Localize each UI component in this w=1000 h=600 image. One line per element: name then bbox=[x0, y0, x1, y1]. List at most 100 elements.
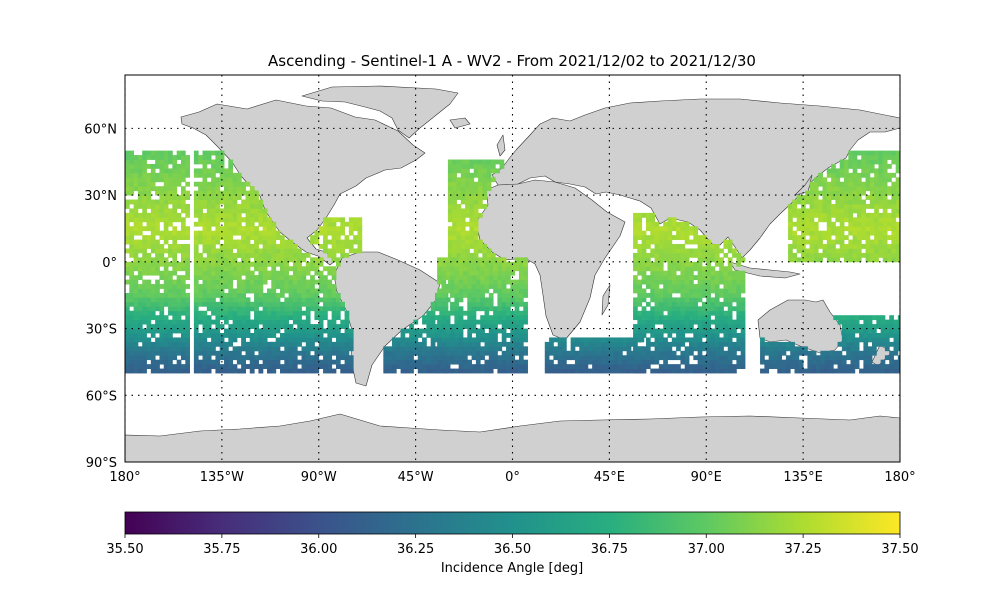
data-cell bbox=[839, 235, 845, 240]
data-cell bbox=[609, 359, 615, 365]
data-cell bbox=[228, 364, 234, 369]
data-cell bbox=[671, 252, 677, 258]
data-cell bbox=[689, 301, 694, 307]
data-cell bbox=[452, 208, 457, 214]
data-cell bbox=[198, 212, 203, 218]
data-cell bbox=[348, 333, 354, 338]
data-cell bbox=[839, 168, 845, 174]
data-cell bbox=[732, 346, 737, 352]
data-cell bbox=[587, 350, 593, 356]
data-cell bbox=[185, 368, 190, 374]
data-cell bbox=[863, 333, 869, 338]
data-cell bbox=[249, 288, 255, 294]
data-cell bbox=[409, 324, 414, 329]
data-cell bbox=[493, 288, 498, 294]
data-cell bbox=[262, 239, 268, 245]
data-cell bbox=[146, 177, 152, 183]
data-cell bbox=[172, 292, 178, 298]
data-cell bbox=[450, 359, 455, 365]
data-cell bbox=[129, 301, 135, 307]
data-cell bbox=[800, 230, 806, 236]
data-cell bbox=[202, 310, 208, 316]
data-cell bbox=[865, 248, 871, 254]
data-cell bbox=[168, 168, 173, 174]
data-cell bbox=[219, 252, 225, 258]
data-cell bbox=[310, 328, 315, 334]
data-cell bbox=[254, 195, 259, 200]
data-cell bbox=[796, 221, 802, 227]
data-cell bbox=[150, 292, 156, 298]
data-cell bbox=[693, 301, 699, 307]
data-cell bbox=[549, 368, 554, 374]
data-cell bbox=[206, 150, 212, 156]
data-cell bbox=[125, 341, 130, 347]
data-cell bbox=[180, 337, 186, 343]
data-cell bbox=[587, 341, 593, 347]
data-cell bbox=[501, 301, 507, 307]
data-cell bbox=[846, 333, 851, 338]
data-cell bbox=[467, 292, 472, 298]
data-cell bbox=[441, 341, 447, 347]
data-cell bbox=[146, 319, 152, 325]
data-cell bbox=[185, 346, 190, 352]
data-cell bbox=[562, 368, 567, 374]
data-cell bbox=[844, 244, 849, 249]
data-cell bbox=[275, 319, 281, 325]
data-cell bbox=[202, 275, 208, 281]
data-cell bbox=[172, 301, 178, 307]
data-cell bbox=[137, 155, 143, 160]
data-cell bbox=[206, 292, 212, 298]
data-cell bbox=[878, 181, 884, 187]
data-cell bbox=[450, 306, 455, 312]
data-cell bbox=[865, 226, 871, 232]
data-cell bbox=[331, 306, 337, 312]
data-cell bbox=[480, 275, 485, 281]
data-cell bbox=[185, 301, 190, 307]
data-cell bbox=[850, 315, 856, 321]
colorbar-tick-label: 35.50 bbox=[106, 542, 143, 557]
data-cell bbox=[297, 257, 302, 263]
data-cell bbox=[835, 190, 841, 196]
data-cell bbox=[228, 297, 234, 303]
data-cell bbox=[224, 341, 229, 347]
data-cell bbox=[176, 195, 182, 200]
data-cell bbox=[893, 341, 899, 347]
data-cell bbox=[142, 186, 147, 192]
data-cell bbox=[211, 159, 216, 165]
data-cell bbox=[137, 284, 143, 289]
data-cell bbox=[650, 235, 655, 240]
data-cell bbox=[798, 364, 804, 369]
data-cell bbox=[340, 346, 345, 352]
data-cell bbox=[844, 190, 849, 196]
data-cell bbox=[872, 328, 877, 334]
data-cell bbox=[684, 346, 690, 352]
data-cell bbox=[822, 177, 828, 183]
data-cell bbox=[488, 306, 494, 312]
data-cell bbox=[241, 239, 246, 245]
data-cell bbox=[441, 270, 447, 276]
data-cell bbox=[172, 350, 178, 356]
data-cell bbox=[523, 333, 528, 338]
data-cell bbox=[168, 288, 173, 294]
data-cell bbox=[523, 359, 528, 365]
data-cell bbox=[488, 284, 494, 289]
data-cell bbox=[859, 337, 864, 343]
data-cell bbox=[710, 359, 716, 365]
data-cell bbox=[514, 324, 520, 329]
data-cell bbox=[818, 172, 823, 178]
data-cell bbox=[523, 328, 528, 334]
data-cell bbox=[484, 359, 490, 365]
data-cell bbox=[176, 230, 182, 236]
data-cell bbox=[391, 368, 397, 374]
data-cell bbox=[445, 346, 451, 352]
data-cell bbox=[314, 257, 320, 263]
data-cell bbox=[215, 150, 221, 156]
data-cell bbox=[137, 301, 143, 307]
data-cell bbox=[198, 181, 203, 187]
data-cell bbox=[488, 350, 494, 356]
data-cell bbox=[254, 333, 259, 338]
data-cell bbox=[852, 177, 858, 183]
data-cell bbox=[155, 190, 160, 196]
data-cell bbox=[318, 279, 324, 285]
data-cell bbox=[267, 355, 272, 361]
